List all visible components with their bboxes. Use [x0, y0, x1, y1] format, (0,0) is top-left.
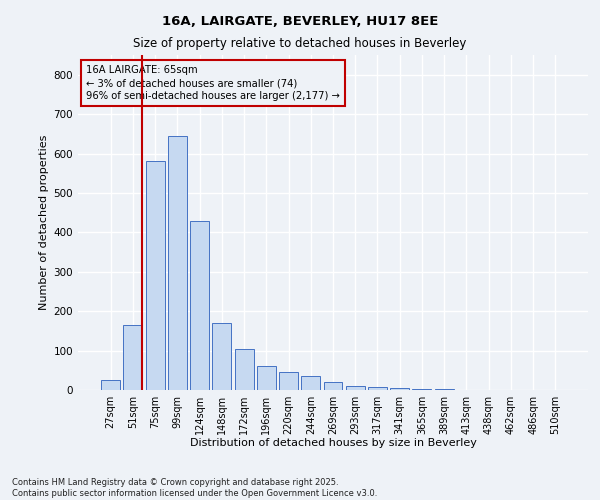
- Bar: [346, 386, 365, 390]
- Text: 16A, LAIRGATE, BEVERLEY, HU17 8EE: 16A, LAIRGATE, BEVERLEY, HU17 8EE: [162, 15, 438, 28]
- Y-axis label: Number of detached properties: Number of detached properties: [40, 135, 49, 310]
- Bar: [390, 388, 409, 390]
- Bar: [301, 376, 320, 390]
- Bar: [124, 325, 142, 390]
- Bar: [323, 382, 343, 390]
- Bar: [146, 162, 164, 390]
- Bar: [412, 389, 431, 390]
- Bar: [235, 348, 254, 390]
- Bar: [190, 220, 209, 390]
- Bar: [212, 323, 231, 390]
- X-axis label: Distribution of detached houses by size in Beverley: Distribution of detached houses by size …: [190, 438, 476, 448]
- Bar: [435, 389, 454, 390]
- Text: Contains HM Land Registry data © Crown copyright and database right 2025.
Contai: Contains HM Land Registry data © Crown c…: [12, 478, 377, 498]
- Bar: [168, 136, 187, 390]
- Bar: [257, 366, 276, 390]
- Bar: [279, 372, 298, 390]
- Text: Size of property relative to detached houses in Beverley: Size of property relative to detached ho…: [133, 38, 467, 51]
- Text: 16A LAIRGATE: 65sqm
← 3% of detached houses are smaller (74)
96% of semi-detache: 16A LAIRGATE: 65sqm ← 3% of detached hou…: [86, 65, 340, 102]
- Bar: [101, 380, 120, 390]
- Bar: [368, 387, 387, 390]
